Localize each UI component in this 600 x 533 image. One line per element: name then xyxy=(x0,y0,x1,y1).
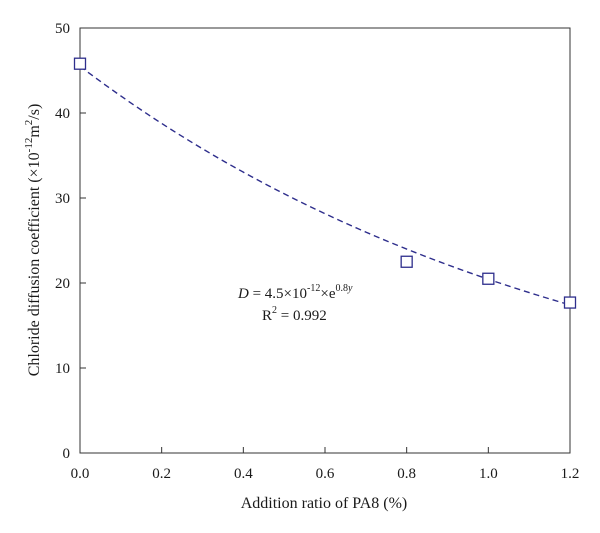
y-tick-label: 50 xyxy=(55,21,70,37)
x-tick-label: 0.6 xyxy=(316,466,335,482)
r-squared-exp: 2 xyxy=(272,305,277,316)
r-squared-value: = 0.992 xyxy=(277,308,327,324)
y-tick-label: 10 xyxy=(55,361,70,377)
data-point xyxy=(400,255,413,268)
data-point xyxy=(482,272,495,285)
y-axis-label-unit: m xyxy=(26,125,43,138)
fit-curve xyxy=(79,65,571,306)
y-axis-label: Chloride diffusion coefficient (×10-12m2… xyxy=(23,104,43,377)
x-tick-label: 1.0 xyxy=(479,466,498,482)
fit-equation-exp2: 0.8 xyxy=(335,283,348,294)
y-axis-label-times: ×10 xyxy=(26,152,43,177)
fit-equation-mid: = 4.5×10 xyxy=(249,286,307,302)
x-tick-label: 0.8 xyxy=(397,466,416,482)
data-points-layer xyxy=(73,57,577,309)
y-axis-label-exp: -12 xyxy=(23,138,35,153)
y-tick-label: 40 xyxy=(55,106,70,122)
x-axis-label: Addition ratio of PA8 (%) xyxy=(241,495,408,512)
axes: 0.0 0.2 0.4 0.6 0.8 1.0 1.2 0 10 20 30 40 50 xyxy=(55,21,579,482)
fit-equation-exp2-var: y xyxy=(347,283,353,294)
plot-frame xyxy=(79,27,571,454)
y-tick-label: 30 xyxy=(55,191,70,207)
fit-equation-mul: ×e xyxy=(320,286,335,302)
fit-equation-exp1: -12 xyxy=(307,283,320,294)
x-tick-label: 0.0 xyxy=(71,466,90,482)
r-squared-label: R xyxy=(262,308,272,324)
data-point xyxy=(563,296,577,309)
x-tick-label: 1.2 xyxy=(561,466,580,482)
y-axis-label-prefix: Chloride diffusion coefficient ( xyxy=(26,177,43,376)
x-tick-label: 0.4 xyxy=(234,466,253,482)
fit-curve-layer xyxy=(79,65,571,306)
x-tick-label: 0.2 xyxy=(152,466,171,482)
y-axis-label-suffix: /s) xyxy=(26,104,43,120)
r-squared: R2 = 0.992 xyxy=(262,305,327,324)
data-point xyxy=(73,57,87,70)
y-axis-label-unit-exp: 2 xyxy=(23,120,35,126)
fit-equation: D = 4.5×10-12×e0.8y xyxy=(237,283,353,302)
y-tick-label: 0 xyxy=(63,446,71,462)
fit-equation-var: D xyxy=(237,286,249,302)
y-tick-label: 20 xyxy=(55,276,70,292)
